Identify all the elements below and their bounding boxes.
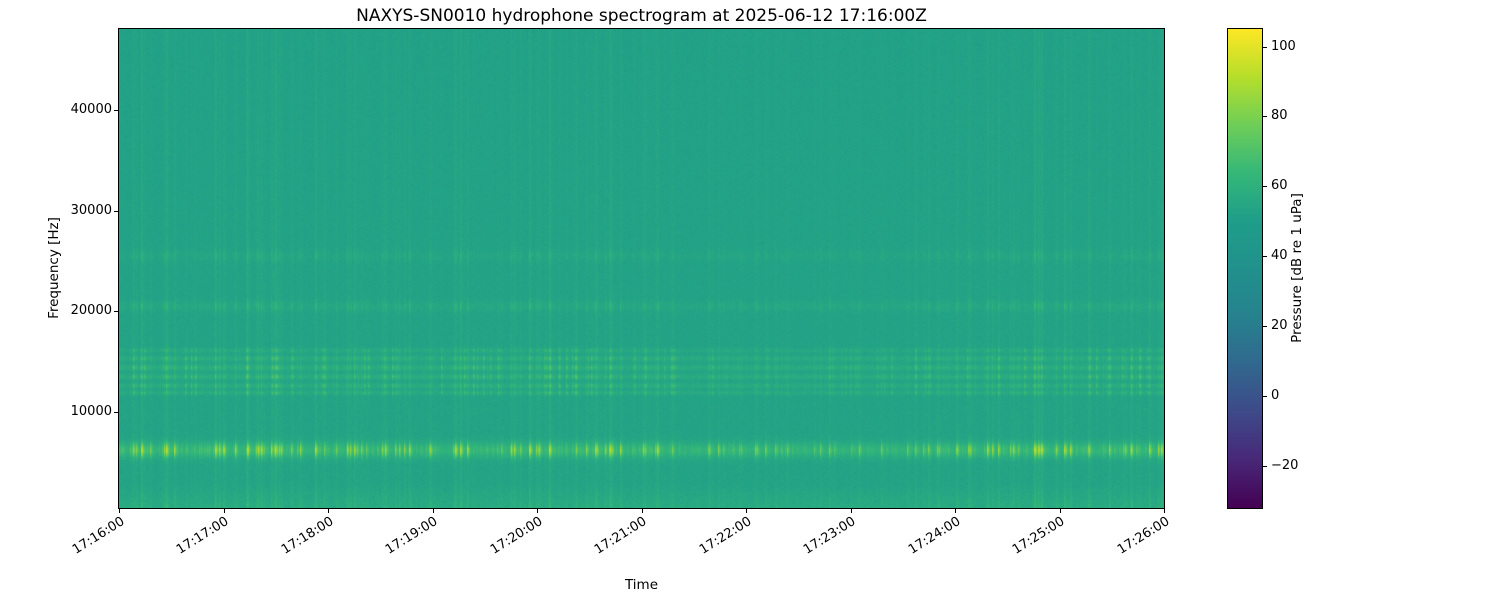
- y-tick-mark: [114, 311, 118, 313]
- colorbar-gradient: [1228, 29, 1262, 508]
- x-tick-mark: [1059, 509, 1061, 513]
- x-axis-label: Time: [624, 577, 659, 593]
- y-tick-label: 10000: [70, 404, 112, 420]
- x-tick-mark: [641, 509, 643, 513]
- spectrogram-heatmap: [119, 29, 1164, 508]
- colorbar-tick-label: 20: [1271, 318, 1288, 334]
- y-tick-mark: [114, 412, 118, 414]
- x-tick-mark: [850, 509, 852, 513]
- colorbar-tick-mark: [1263, 46, 1267, 48]
- colorbar-tick-mark: [1263, 326, 1267, 328]
- x-tick-mark: [1164, 509, 1165, 513]
- x-tick-label: 17:26:00: [944, 514, 1171, 558]
- y-tick-mark: [114, 109, 118, 111]
- x-tick-mark: [223, 509, 225, 513]
- x-tick-mark: [955, 509, 956, 513]
- y-tick-label: 20000: [70, 303, 112, 319]
- x-tick-mark: [328, 509, 329, 513]
- colorbar-tick-mark: [1263, 466, 1267, 467]
- colorbar-tick-mark: [1263, 396, 1267, 398]
- colorbar-tick-label: 40: [1271, 248, 1288, 264]
- chart-title: NAXYS-SN0010 hydrophone spectrogram at 2…: [356, 6, 927, 26]
- colorbar-tick-mark: [1263, 116, 1267, 118]
- y-tick-label: 30000: [70, 202, 112, 218]
- colorbar-tick-label: 0: [1271, 388, 1280, 404]
- x-tick-mark: [432, 509, 434, 513]
- x-tick-mark: [537, 509, 538, 513]
- plot-area: [118, 28, 1165, 509]
- x-tick-mark: [119, 509, 120, 513]
- colorbar-tick-label: −20: [1271, 458, 1299, 473]
- colorbar-label: Pressure [dB re 1 uPa]: [1289, 193, 1305, 343]
- colorbar-tick-label: 100: [1271, 38, 1296, 54]
- colorbar-tick-label: 80: [1271, 108, 1288, 124]
- y-axis-label: Frequency [Hz]: [46, 217, 62, 319]
- colorbar-tick-mark: [1263, 256, 1267, 258]
- colorbar-tick-mark: [1263, 186, 1267, 188]
- colorbar: [1227, 28, 1263, 509]
- x-tick-mark: [746, 509, 747, 513]
- y-tick-label: 40000: [70, 101, 112, 117]
- x-tick-label-text: 17:26:00: [1114, 514, 1172, 558]
- colorbar-tick-label: 60: [1271, 178, 1288, 194]
- y-tick-mark: [114, 210, 118, 212]
